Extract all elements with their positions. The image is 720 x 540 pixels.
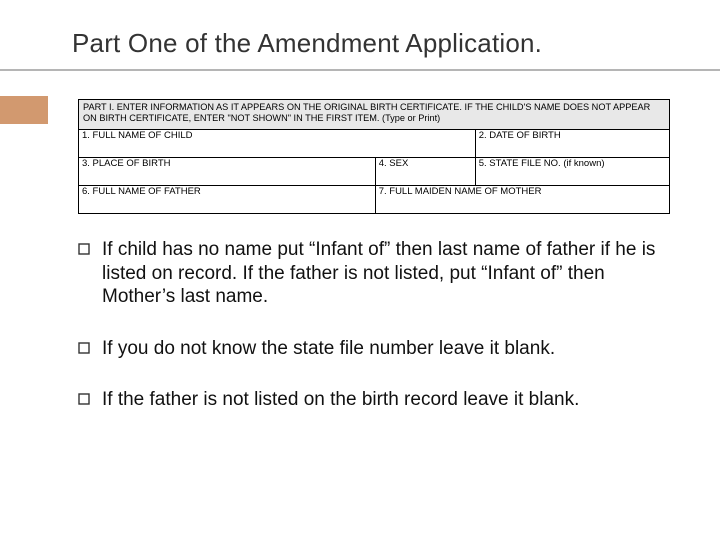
square-bullet-icon xyxy=(78,243,90,255)
field-father-name: 6. FULL NAME OF FATHER xyxy=(79,186,376,214)
form-header-text: PART I. ENTER INFORMATION AS IT APPEARS … xyxy=(79,100,670,130)
field-full-name-child: 1. FULL NAME OF CHILD xyxy=(79,130,476,158)
form-part-one: PART I. ENTER INFORMATION AS IT APPEARS … xyxy=(78,99,670,214)
bullet-list: If child has no name put “Infant of” the… xyxy=(78,238,658,412)
field-place-of-birth: 3. PLACE OF BIRTH xyxy=(79,158,376,186)
page-title: Part One of the Amendment Application. xyxy=(0,0,720,59)
form-row-2: 3. PLACE OF BIRTH 4. SEX 5. STATE FILE N… xyxy=(79,158,670,186)
bullet-text: If the father is not listed on the birth… xyxy=(102,388,579,412)
list-item: If child has no name put “Infant of” the… xyxy=(78,238,658,309)
list-item: If the father is not listed on the birth… xyxy=(78,388,658,412)
field-sex: 4. SEX xyxy=(375,158,475,186)
list-item: If you do not know the state file number… xyxy=(78,337,658,361)
form-row-3: 6. FULL NAME OF FATHER 7. FULL MAIDEN NA… xyxy=(79,186,670,214)
square-bullet-icon xyxy=(78,393,90,405)
field-mother-maiden-name: 7. FULL MAIDEN NAME OF MOTHER xyxy=(375,186,669,214)
form-header-row: PART I. ENTER INFORMATION AS IT APPEARS … xyxy=(79,100,670,130)
bullet-text: If child has no name put “Infant of” the… xyxy=(102,238,658,309)
field-state-file-no: 5. STATE FILE NO. (if known) xyxy=(475,158,669,186)
bullet-text: If you do not know the state file number… xyxy=(102,337,555,361)
square-bullet-icon xyxy=(78,342,90,354)
title-underline xyxy=(0,69,720,71)
accent-bar xyxy=(0,96,48,124)
field-date-of-birth: 2. DATE OF BIRTH xyxy=(475,130,669,158)
form-row-1: 1. FULL NAME OF CHILD 2. DATE OF BIRTH xyxy=(79,130,670,158)
form-table: PART I. ENTER INFORMATION AS IT APPEARS … xyxy=(78,99,670,214)
